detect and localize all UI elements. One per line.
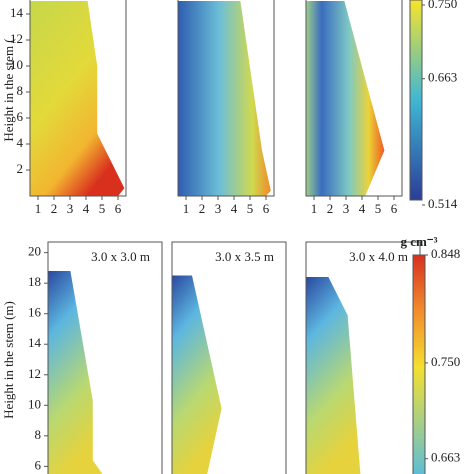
x-tick-label: 4 (359, 201, 366, 216)
x-tick-label: 6 (391, 201, 398, 216)
y-tick-label: 6 (35, 457, 42, 472)
y-axis-label: Height in the stem ( (1, 38, 16, 141)
x-tick-label: 1 (183, 201, 190, 216)
y-tick-label: 14 (28, 335, 42, 350)
x-tick-label: 2 (199, 201, 206, 216)
colorbar-tick-label: 0.663 (431, 450, 460, 465)
y-tick-label: 20 (28, 244, 41, 259)
y-tick-label: 14 (10, 5, 24, 20)
x-tick-label: 2 (51, 201, 58, 216)
panel-frame (177, 0, 275, 197)
x-tick-label: 5 (99, 201, 106, 216)
stem-profile (48, 270, 103, 474)
panel-frame (171, 241, 287, 474)
panel-frame (47, 241, 163, 474)
x-tick-label: 4 (231, 201, 238, 216)
y-tick-label: 10 (28, 396, 41, 411)
colorbar-tick-label: 0.848 (431, 246, 460, 261)
colorbar-tick-label: 0.750 (431, 354, 460, 369)
panel-title: 3.0 x 3.0 m (91, 249, 150, 264)
colorbar-tick-label: 0.663 (428, 70, 457, 85)
y-tick-label: 12 (28, 366, 41, 381)
stem-profile (30, 1, 125, 196)
stem-profile (306, 277, 361, 474)
x-tick-label: 3 (343, 201, 350, 216)
panel-title: 3.0 x 3.5 m (215, 249, 274, 264)
x-tick-label: 1 (35, 201, 42, 216)
x-tick-label: 1 (311, 201, 318, 216)
stem-profile (306, 1, 385, 196)
x-tick-label: 3 (215, 201, 222, 216)
y-tick-label: 16 (28, 305, 42, 320)
y-axis-label: Height in the stem (m) (1, 301, 16, 419)
x-tick-label: 4 (83, 201, 90, 216)
y-tick-label: 8 (17, 83, 24, 98)
x-tick-label: 6 (263, 201, 270, 216)
x-tick-label: 5 (375, 201, 382, 216)
y-tick-label: 8 (35, 427, 42, 442)
colorbar-title: g cm⁻³ (400, 234, 437, 249)
y-tick-label: 6 (17, 109, 24, 124)
colorbar-tick-label: 0.750 (428, 0, 457, 11)
panel-title: 3.0 x 4.0 m (349, 249, 408, 264)
x-tick-label: 2 (327, 201, 334, 216)
x-tick-label: 3 (67, 201, 74, 216)
stem-profile (172, 275, 222, 474)
y-tick-label: 12 (10, 31, 23, 46)
stem-profile (178, 1, 271, 196)
colorbar (412, 254, 426, 474)
y-tick-label: 10 (10, 57, 23, 72)
panel-frame (29, 0, 127, 197)
colorbar (409, 0, 423, 201)
x-tick-label: 6 (115, 201, 122, 216)
y-tick-label: 18 (28, 274, 41, 289)
x-tick-label: 5 (247, 201, 254, 216)
colorbar-tick-label: 0.514 (428, 196, 458, 211)
y-tick-label: 4 (17, 135, 24, 150)
y-tick-label: 2 (17, 161, 24, 176)
panel-frame (305, 0, 403, 197)
